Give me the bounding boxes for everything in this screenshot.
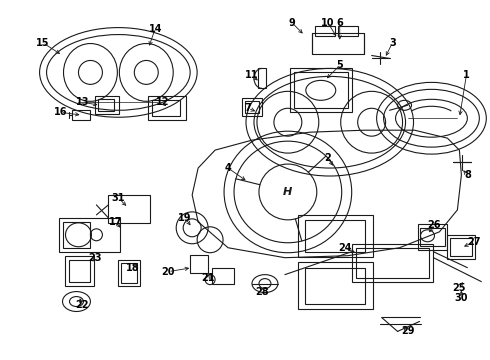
Bar (242, 98, 262, 116)
Text: 29: 29 (401, 327, 414, 336)
Text: 7: 7 (245, 103, 251, 113)
Text: 18: 18 (125, 263, 139, 273)
Text: 12: 12 (155, 97, 169, 107)
Bar (108, 195, 150, 223)
Text: 28: 28 (255, 287, 269, 297)
Bar (417, 224, 447, 250)
Bar (98, 99, 114, 111)
Bar (69, 260, 91, 282)
Text: 3: 3 (389, 37, 396, 48)
Bar (148, 96, 186, 120)
Bar (65, 256, 95, 285)
Bar (294, 72, 348, 108)
Text: 9: 9 (289, 18, 295, 28)
Text: 6: 6 (336, 18, 343, 28)
Bar (122, 263, 137, 283)
Bar (305, 220, 365, 252)
Bar (338, 26, 358, 36)
Bar (245, 101, 259, 113)
Bar (315, 26, 335, 36)
Text: 30: 30 (455, 293, 468, 302)
Bar (419, 228, 445, 246)
Text: H: H (283, 187, 293, 197)
Text: 14: 14 (148, 24, 162, 33)
Bar (190, 255, 208, 273)
Text: 15: 15 (36, 37, 49, 48)
Text: 4: 4 (225, 163, 231, 173)
Text: 26: 26 (428, 220, 441, 230)
Bar (312, 32, 364, 54)
Text: 1: 1 (463, 71, 470, 80)
Text: 10: 10 (321, 18, 335, 28)
Bar (298, 215, 372, 257)
Text: 20: 20 (162, 267, 175, 276)
Bar (119, 260, 140, 285)
Text: 24: 24 (338, 243, 351, 253)
Text: 21: 21 (201, 273, 215, 283)
Text: 2: 2 (324, 153, 331, 163)
Bar (290, 68, 352, 112)
Bar (73, 110, 91, 120)
Bar (298, 262, 372, 310)
Bar (356, 248, 429, 278)
Bar (258, 68, 266, 88)
Text: 8: 8 (464, 170, 471, 180)
Text: 27: 27 (467, 237, 481, 247)
Text: 23: 23 (89, 253, 102, 263)
Bar (305, 268, 365, 303)
Bar (63, 222, 91, 248)
Text: 17: 17 (109, 217, 122, 227)
Bar (58, 218, 121, 252)
Text: 22: 22 (76, 300, 89, 310)
Bar (352, 244, 434, 282)
Bar (447, 235, 475, 259)
Text: 11: 11 (245, 71, 259, 80)
Text: 16: 16 (54, 107, 67, 117)
Text: 31: 31 (112, 193, 125, 203)
Text: 25: 25 (453, 283, 466, 293)
Bar (96, 96, 120, 114)
Bar (450, 238, 472, 256)
Bar (212, 268, 234, 284)
Text: 5: 5 (336, 60, 343, 71)
Text: 19: 19 (178, 213, 192, 223)
Bar (152, 100, 180, 116)
Text: 13: 13 (76, 97, 89, 107)
